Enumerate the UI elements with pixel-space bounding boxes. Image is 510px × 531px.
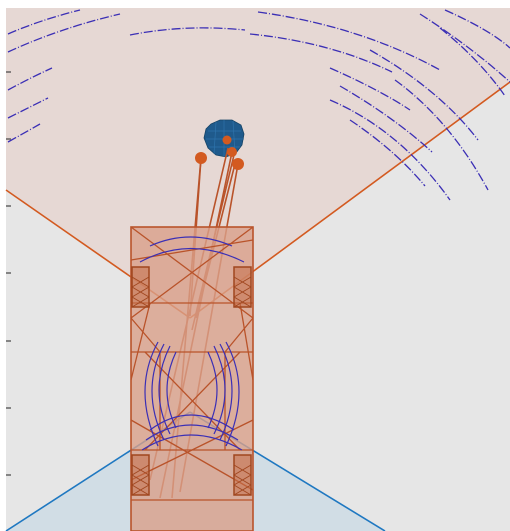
wheel-hatching	[131, 276, 252, 496]
near-range-arcs	[139, 236, 245, 451]
wheel-rear-left	[131, 454, 150, 496]
vehicle-body	[130, 226, 254, 531]
wheel-front-right	[233, 266, 252, 308]
vehicle	[130, 226, 254, 531]
wheel-rear-right	[233, 454, 252, 496]
far-range-arcs	[7, 9, 510, 201]
detection-point	[195, 152, 207, 164]
y-axis-ticks	[6, 71, 11, 476]
detection-points	[195, 147, 244, 170]
wheel-front-left	[131, 266, 150, 308]
detection-point	[227, 147, 237, 157]
wheels	[131, 266, 252, 496]
detection-point	[232, 158, 244, 170]
